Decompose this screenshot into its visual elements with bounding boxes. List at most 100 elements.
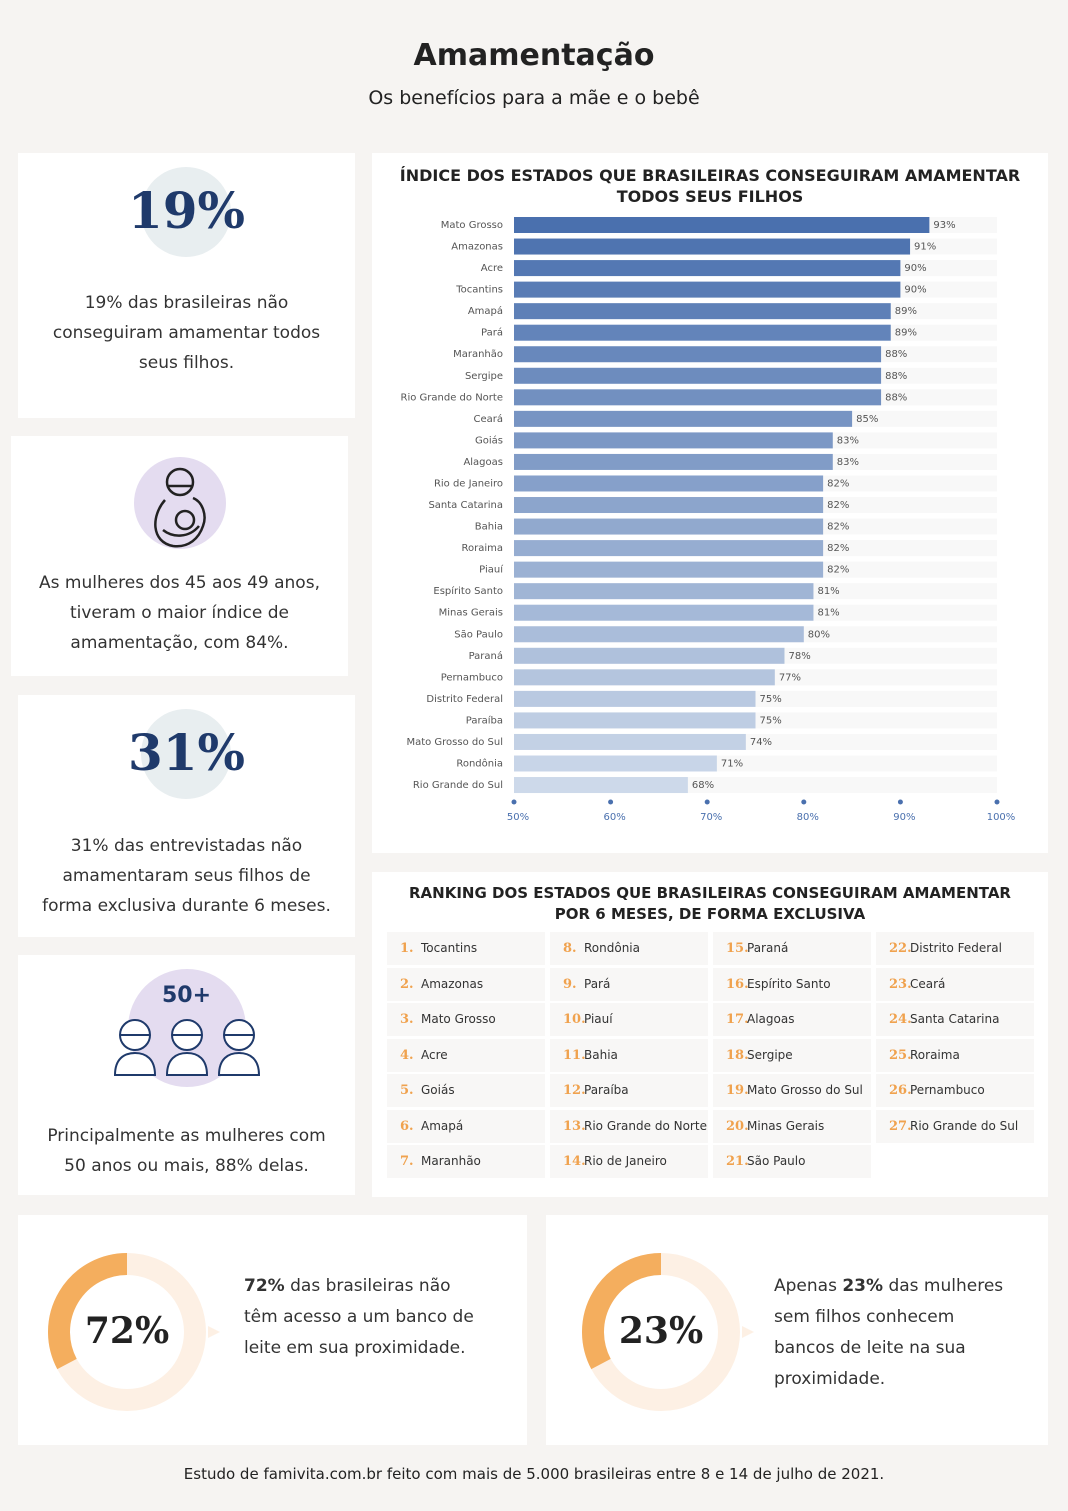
- value-label: 83%: [837, 457, 859, 468]
- donut-label: 72%: [84, 1310, 170, 1352]
- value-label: 83%: [837, 435, 859, 446]
- rank-number: 26.: [889, 1083, 912, 1098]
- stat-card: 31% 31% das entrevistadas não amamentara…: [18, 695, 355, 937]
- x-tick-label: 80%: [797, 812, 819, 823]
- state-name: Maranhão: [421, 1154, 481, 1168]
- card-text: As mulheres dos 45 aos 49 anos, tiveram …: [39, 573, 320, 653]
- state-name: Espírito Santo: [747, 976, 831, 991]
- info-card: 50+ Principalmente as mulheres com 50 an…: [18, 955, 355, 1195]
- state-name: Pernambuco: [910, 1083, 985, 1097]
- rank-number: 13.: [563, 1118, 586, 1134]
- rank-number: 5.: [400, 1083, 414, 1098]
- bar: [514, 389, 882, 406]
- donut: [582, 1253, 754, 1411]
- ranking-item: 19.Mato Grosso do Sul: [713, 1074, 871, 1107]
- state-name: Tocantins: [421, 941, 478, 955]
- x-tick-label: 60%: [603, 812, 625, 823]
- chart-title: ÍNDICE DOS ESTADOS QUE BRASILEIRAS CONSE…: [399, 166, 1021, 206]
- category-label: Minas Gerais: [439, 608, 503, 619]
- stat-value: 19%: [127, 181, 246, 240]
- category-label: Acre: [481, 263, 503, 274]
- text: das brasileiras não têm acesso a um banc…: [244, 1276, 474, 1358]
- category-label: Piauí: [479, 564, 504, 576]
- value-label: 81%: [817, 586, 839, 597]
- bar: [514, 626, 804, 643]
- ranking-item: 5. Goiás: [387, 1074, 545, 1107]
- milk-bank-text: Apenas 23% das mulheres sem filhos conhe…: [774, 1271, 1014, 1395]
- women-icon: [113, 1019, 261, 1076]
- bar: [514, 755, 717, 772]
- category-label: São Paulo: [454, 629, 503, 640]
- category-label: Santa Catarina: [428, 500, 503, 511]
- category-label: Bahia: [475, 522, 503, 533]
- bar: [514, 518, 824, 535]
- state-name: Roraima: [910, 1047, 960, 1062]
- ranking-panel: RANKING DOS ESTADOS QUE BRASILEIRAS CONS…: [372, 872, 1048, 1197]
- page-subtitle: Os benefícios para a mãe e o bebê: [368, 87, 700, 109]
- bar: [514, 453, 833, 470]
- card-text: 19% das brasileiras não conseguiram amam…: [52, 293, 321, 373]
- chart-panel: ÍNDICE DOS ESTADOS QUE BRASILEIRAS CONSE…: [372, 153, 1048, 853]
- state-name: Alagoas: [747, 1012, 795, 1026]
- value-label: 74%: [750, 737, 772, 748]
- x-tick-label: 90%: [893, 812, 915, 823]
- rank-number: 9.: [563, 976, 577, 992]
- mother-icon: [134, 457, 226, 549]
- bar: [514, 432, 833, 449]
- bar: [514, 604, 814, 621]
- category-label: Rondônia: [456, 758, 503, 770]
- bar: [514, 324, 891, 341]
- ranking-item: 23.Ceará: [876, 967, 1034, 1001]
- bar: [514, 690, 756, 707]
- ranking-item: 8. Rondônia: [550, 932, 708, 965]
- value-label: 80%: [808, 629, 830, 640]
- bar: [514, 540, 824, 557]
- bar: [514, 410, 853, 427]
- ranking-item: 4. Acre: [387, 1038, 545, 1072]
- state-name: Amapá: [421, 1118, 464, 1133]
- category-label: Mato Grosso do Sul: [406, 737, 503, 748]
- rank-number: 16.: [726, 976, 749, 992]
- bar: [514, 217, 930, 233]
- milk-bank-text: 72% das brasileiras não têm acesso a um …: [244, 1271, 474, 1364]
- state-name: Rio de Janeiro: [584, 1154, 667, 1168]
- value-label: 85%: [856, 414, 878, 425]
- value-label: 90%: [904, 263, 926, 274]
- value-label: 78%: [788, 651, 810, 662]
- state-name: Mato Grosso do Sul: [747, 1083, 863, 1097]
- stat-card: 19% 19% das brasileiras não conseguiram …: [18, 153, 355, 418]
- value-label: 93%: [933, 220, 955, 231]
- bar: [514, 303, 891, 320]
- ranking-item: 14.Rio de Janeiro: [550, 1145, 708, 1178]
- ranking-item: 20.Minas Gerais: [713, 1109, 871, 1143]
- value-label: 71%: [721, 759, 743, 770]
- info-card: As mulheres dos 45 aos 49 anos, tiveram …: [11, 436, 348, 676]
- bar: [514, 647, 785, 664]
- rank-number: 17.: [726, 1012, 749, 1027]
- category-label: Mato Grosso: [441, 220, 503, 231]
- stat-value: 31%: [127, 723, 246, 782]
- x-tick-label: 100%: [987, 812, 1016, 823]
- value-label: 75%: [760, 715, 782, 726]
- value-label: 89%: [895, 306, 917, 317]
- ranking-item: 22.Distrito Federal: [876, 932, 1034, 965]
- rank-number: 4.: [400, 1047, 414, 1063]
- rank-number: 20.: [726, 1118, 749, 1134]
- rank-number: 15.: [726, 941, 749, 956]
- category-label: Paraíba: [466, 714, 503, 726]
- value-label: 90%: [904, 285, 926, 296]
- category-label: Roraima: [461, 543, 503, 554]
- x-tick-label: 70%: [700, 812, 722, 823]
- tick-mark: [704, 799, 710, 805]
- value-label: 82%: [827, 543, 849, 554]
- category-label: Tocantins: [455, 285, 503, 296]
- bar: [514, 346, 882, 363]
- state-name: Goiás: [421, 1083, 455, 1097]
- ranking-item: 9. Pará: [550, 967, 708, 1001]
- highlight: 72%: [244, 1276, 285, 1296]
- rank-number: 8.: [563, 941, 577, 956]
- rank-number: 22.: [889, 941, 912, 956]
- rank-number: 21.: [726, 1154, 749, 1169]
- value-label: 68%: [692, 780, 714, 791]
- rank-number: 25.: [889, 1047, 912, 1063]
